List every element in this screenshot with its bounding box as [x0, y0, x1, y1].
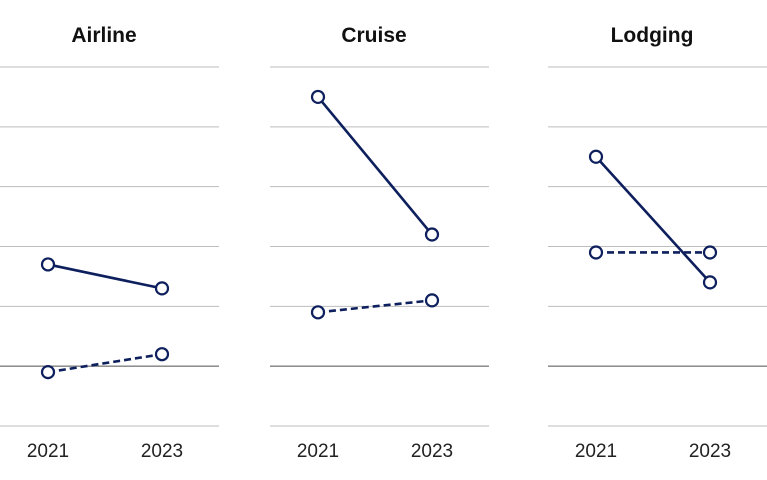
- series-line-solid: [316, 96, 434, 236]
- panel-title: Airline: [71, 24, 136, 47]
- data-point-dashed: [154, 347, 170, 362]
- x-tick-label: 2021: [27, 441, 69, 462]
- data-point-dashed: [40, 365, 56, 380]
- panels-layer: Airline 2021 2023 Cruise 2021 2023 Lodging 2021…: [0, 24, 767, 462]
- data-point-solid: [310, 89, 326, 105]
- data-point-dashed: [310, 305, 326, 320]
- data-point-solid: [588, 149, 604, 164]
- data-point-dashed: [588, 245, 604, 260]
- x-tick-label: 2021: [297, 441, 339, 462]
- series-line-dashed: [47, 352, 163, 374]
- data-point-solid: [702, 275, 718, 290]
- panel-title: Lodging: [611, 24, 694, 47]
- panel-1: Cruise 2021 2023: [270, 24, 489, 462]
- series-line-solid: [595, 155, 711, 284]
- data-point-solid: [40, 257, 56, 272]
- panel-2: Lodging 2021 2023: [548, 24, 767, 462]
- x-tick-label: 2023: [689, 441, 731, 462]
- x-tick-label: 2021: [575, 441, 617, 462]
- panel-0: Airline 2021 2023: [0, 24, 219, 462]
- series-line-dashed: [317, 299, 433, 314]
- x-tick-label: 2023: [411, 441, 453, 462]
- data-point-dashed: [424, 293, 440, 308]
- x-tick-label: 2023: [141, 441, 183, 462]
- data-point-solid: [424, 227, 440, 242]
- panel-title: Cruise: [341, 24, 406, 47]
- data-point-dashed: [702, 245, 718, 260]
- series-line-solid: [47, 263, 163, 290]
- data-point-solid: [154, 281, 170, 296]
